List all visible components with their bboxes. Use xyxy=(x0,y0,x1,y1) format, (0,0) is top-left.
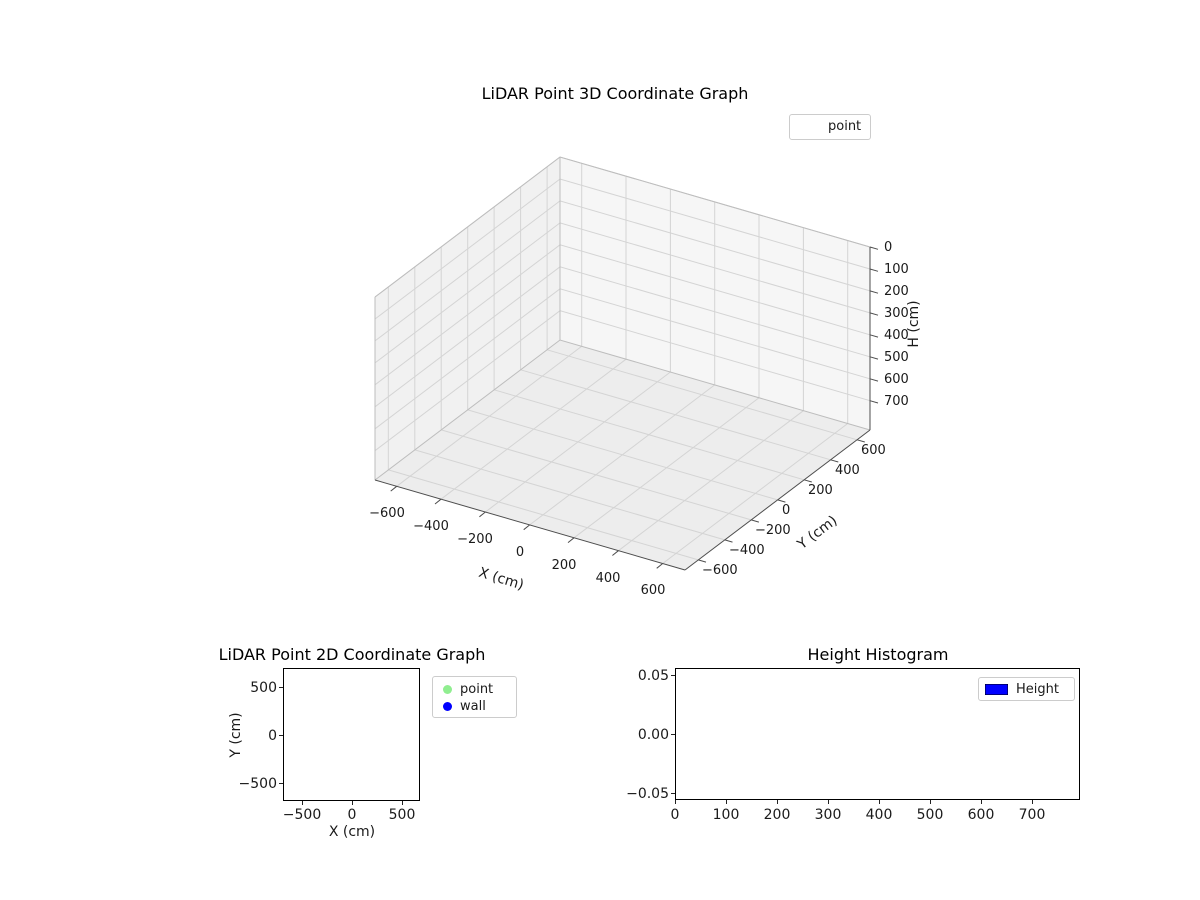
x-tick-label: 700 xyxy=(1018,807,1046,823)
plot2d-x-axis-label: X (cm) xyxy=(328,824,376,840)
y-tick-marks xyxy=(698,439,865,563)
x-tick-label: 400 xyxy=(596,571,621,586)
x-tick-label: 0 xyxy=(347,807,357,823)
y-tick-mark xyxy=(671,675,675,676)
y-tick-label: 500 xyxy=(250,680,277,696)
x-tick-label: 300 xyxy=(814,807,842,823)
y-tick-label: 400 xyxy=(835,463,860,478)
plot3d-x-axis-label: X (cm) xyxy=(477,565,526,594)
x-tick-mark xyxy=(726,800,727,804)
y-tick-label: 0.00 xyxy=(637,727,669,743)
legend-label: point xyxy=(460,682,494,697)
y-tick-label: 0 xyxy=(268,728,277,744)
y-axis-spine xyxy=(684,429,871,571)
h-tick-label: 0 xyxy=(884,240,892,255)
legend-row: point xyxy=(442,681,516,698)
h-tick-label: 100 xyxy=(884,262,909,277)
plot3d-pane-edges xyxy=(374,156,871,481)
x-tick-label: −200 xyxy=(457,532,493,547)
x-tick-label: 600 xyxy=(641,583,666,598)
h-tick-label: 400 xyxy=(884,328,909,343)
plot3d-legend: point xyxy=(789,114,871,140)
plot3d-axis-spines xyxy=(374,247,871,571)
x-tick-mark xyxy=(675,800,676,804)
x-tick-label: 500 xyxy=(388,807,416,823)
x-axis-spine xyxy=(374,479,686,571)
y-tick-label: −500 xyxy=(238,776,277,792)
point-marker-icon xyxy=(443,685,452,694)
plot3d-y-axis-label: Y (cm) xyxy=(794,513,841,554)
plot3d-title: LiDAR Point 3D Coordinate Graph xyxy=(481,84,749,103)
hist-title: Height Histogram xyxy=(807,645,949,664)
h-tick-marks xyxy=(869,246,879,404)
y-tick-label: 200 xyxy=(808,483,833,498)
x-tick-mark xyxy=(402,801,403,805)
y-tick-mark xyxy=(671,734,675,735)
y-tick-label: −200 xyxy=(755,523,791,538)
y-tick-label: 0.05 xyxy=(637,668,669,684)
box-edge xyxy=(374,339,871,481)
plot2d-title: LiDAR Point 2D Coordinate Graph xyxy=(218,645,486,664)
x-tick-mark xyxy=(930,800,931,804)
y-tick-label: 0 xyxy=(782,503,790,518)
plot3d-h-axis-label: H (cm) xyxy=(906,300,922,347)
x-tick-marks xyxy=(390,485,664,569)
plot2d-legend: point wall xyxy=(432,676,517,718)
plot3d-canvas: −600 −400 −200 0 200 400 600 600 400 200… xyxy=(369,156,922,598)
y-tick-label: −0.05 xyxy=(626,786,669,802)
h-tick-label: 500 xyxy=(884,350,909,365)
plot3d-legend-label: point xyxy=(828,119,862,134)
x-tick-mark xyxy=(777,800,778,804)
h-tick-label: 600 xyxy=(884,372,909,387)
wall-marker-icon xyxy=(443,702,452,711)
x-tick-label: −400 xyxy=(413,519,449,534)
x-tick-label: −500 xyxy=(282,807,322,823)
legend-row: wall xyxy=(442,698,516,715)
h-tick-label: 300 xyxy=(884,306,909,321)
y-tick-mark xyxy=(279,687,283,688)
y-tick-mark xyxy=(279,783,283,784)
x-tick-label: 0 xyxy=(670,807,680,823)
x-tick-mark xyxy=(1032,800,1033,804)
legend-label: wall xyxy=(460,699,486,714)
legend-label: Height xyxy=(1016,681,1059,697)
plot3d-y-tick-labels: 600 400 200 0 −200 −400 −600 xyxy=(702,443,886,578)
plot2d-axes-box xyxy=(283,668,420,801)
x-tick-label: 200 xyxy=(552,558,577,573)
y-tick-mark xyxy=(279,735,283,736)
y-tick-mark xyxy=(671,793,675,794)
x-tick-label: 400 xyxy=(865,807,893,823)
y-tick-label: −600 xyxy=(702,563,738,578)
hist-legend: Height xyxy=(978,677,1075,701)
y-tick-label: −400 xyxy=(729,543,765,558)
y-tick-label: 600 xyxy=(861,443,886,458)
x-tick-mark xyxy=(879,800,880,804)
x-tick-mark xyxy=(981,800,982,804)
plot3d-x-tick-labels: −600 −400 −200 0 200 400 600 xyxy=(369,506,665,598)
x-tick-mark xyxy=(828,800,829,804)
height-patch-icon xyxy=(985,683,1008,695)
plot2d-y-axis-label: Y (cm) xyxy=(228,712,244,758)
x-tick-mark xyxy=(352,801,353,805)
plot3d-tick-marks xyxy=(390,246,879,569)
x-tick-mark xyxy=(302,801,303,805)
x-tick-label: 600 xyxy=(967,807,995,823)
x-tick-label: 500 xyxy=(916,807,944,823)
x-tick-label: −600 xyxy=(369,506,405,521)
x-tick-label: 0 xyxy=(516,545,524,560)
h-tick-label: 700 xyxy=(884,394,909,409)
h-tick-label: 200 xyxy=(884,284,909,299)
plot3d-h-tick-labels: 0 100 200 300 400 500 600 700 xyxy=(884,240,909,409)
x-tick-label: 200 xyxy=(763,807,791,823)
x-tick-label: 100 xyxy=(712,807,740,823)
